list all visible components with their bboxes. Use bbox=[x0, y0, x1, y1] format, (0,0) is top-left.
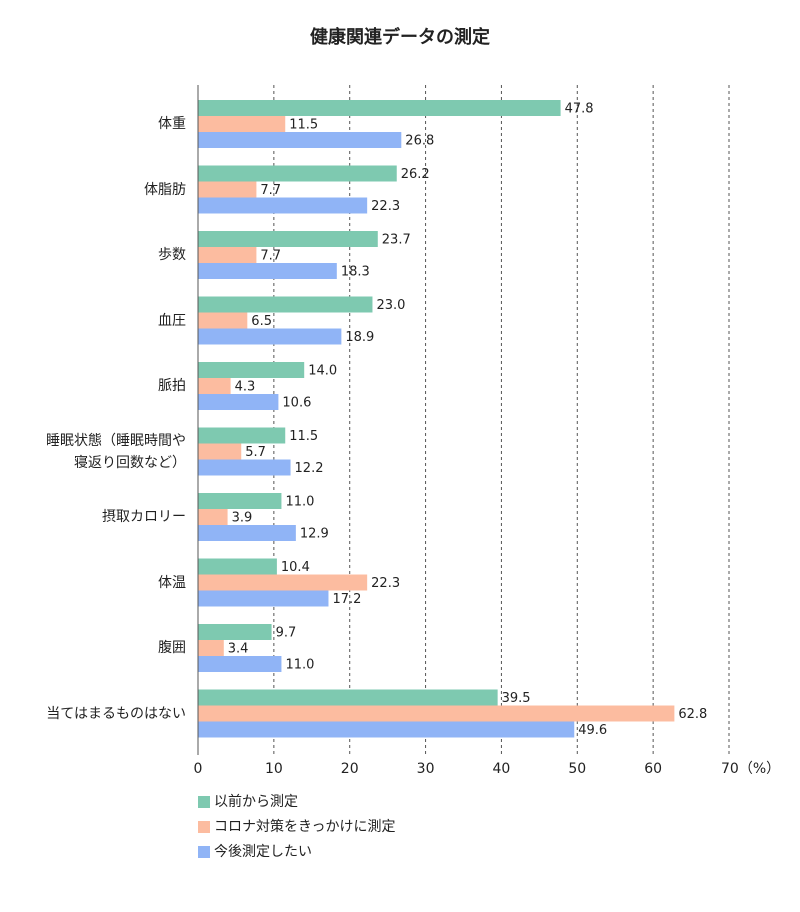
data-label: 23.0 bbox=[376, 298, 405, 313]
x-tick-label: 10 bbox=[265, 761, 283, 777]
data-label: 12.2 bbox=[295, 461, 324, 476]
data-label: 5.7 bbox=[245, 445, 266, 460]
bar bbox=[198, 247, 257, 263]
legend-label: 以前から測定 bbox=[214, 793, 298, 810]
data-label: 11.0 bbox=[285, 495, 314, 510]
bar bbox=[198, 459, 291, 476]
y-tick-label: 体脂肪 bbox=[144, 181, 186, 198]
y-tick-label: 睡眠状態（睡眠時間や 寝返り回数など） bbox=[46, 432, 186, 471]
bar bbox=[198, 493, 282, 509]
data-label: 7.7 bbox=[260, 183, 281, 198]
y-tick-label: 血圧 bbox=[158, 312, 186, 329]
x-tick-label: 70（%） bbox=[721, 761, 780, 777]
data-label: 11.0 bbox=[285, 658, 314, 673]
bar bbox=[198, 427, 286, 444]
bar bbox=[198, 181, 257, 198]
data-label: 39.5 bbox=[502, 691, 531, 706]
data-label: 18.3 bbox=[341, 265, 370, 280]
data-label: 62.8 bbox=[678, 707, 707, 722]
bar bbox=[198, 328, 342, 345]
y-tick-label: 脈拍 bbox=[158, 378, 186, 394]
data-label: 26.2 bbox=[401, 167, 430, 182]
bar bbox=[198, 689, 498, 706]
y-tick-label: 体重 bbox=[158, 116, 186, 132]
bar bbox=[198, 378, 231, 394]
x-tick-label: 50 bbox=[568, 761, 586, 777]
y-tick-label: 歩数 bbox=[158, 247, 186, 263]
data-label: 17.2 bbox=[332, 592, 361, 607]
bar bbox=[198, 197, 368, 214]
y-tick-label: 摂取カロリー bbox=[102, 509, 186, 525]
data-label: 4.3 bbox=[235, 380, 256, 395]
data-label: 10.4 bbox=[281, 560, 310, 575]
data-label: 10.6 bbox=[282, 396, 311, 411]
data-label: 18.9 bbox=[345, 330, 374, 345]
bar bbox=[198, 116, 286, 132]
x-tick-label: 40 bbox=[493, 761, 511, 777]
data-label: 6.5 bbox=[251, 314, 272, 329]
legend-swatch bbox=[198, 821, 210, 833]
bar bbox=[198, 574, 368, 591]
x-tick-label: 60 bbox=[644, 761, 662, 777]
bar bbox=[198, 231, 378, 247]
legend-label: 今後測定したい bbox=[214, 844, 312, 860]
x-tick-label: 30 bbox=[417, 761, 435, 777]
data-label: 3.4 bbox=[228, 642, 249, 657]
data-label: 49.6 bbox=[578, 723, 607, 738]
bar bbox=[198, 525, 296, 541]
data-label: 47.8 bbox=[565, 102, 594, 117]
bar bbox=[198, 263, 337, 279]
bar bbox=[198, 394, 279, 410]
bar bbox=[198, 558, 277, 575]
bar bbox=[198, 443, 242, 460]
data-label: 11.5 bbox=[289, 429, 318, 444]
data-label: 3.9 bbox=[232, 511, 253, 526]
bar bbox=[198, 132, 402, 148]
data-label: 26.8 bbox=[405, 134, 434, 149]
legend-swatch bbox=[198, 796, 210, 808]
x-tick-label: 0 bbox=[194, 761, 203, 777]
legend-label: コロナ対策をきっかけに測定 bbox=[214, 818, 395, 835]
bar bbox=[198, 656, 282, 672]
bar bbox=[198, 624, 272, 640]
bar bbox=[198, 100, 561, 116]
bar bbox=[198, 705, 675, 722]
chart-title: 健康関連データの測定 bbox=[310, 26, 490, 48]
bar bbox=[198, 312, 248, 329]
data-label: 23.7 bbox=[382, 233, 411, 248]
bar bbox=[198, 640, 224, 656]
y-tick-label: 当てはまるものはない bbox=[46, 705, 186, 722]
x-tick-label: 20 bbox=[341, 761, 359, 777]
data-label: 9.7 bbox=[276, 626, 297, 641]
data-label: 7.7 bbox=[260, 249, 281, 264]
y-tick-label: 体温 bbox=[158, 574, 186, 591]
legend-swatch bbox=[198, 846, 210, 858]
bar bbox=[198, 590, 329, 607]
bar bbox=[198, 362, 305, 378]
data-label: 14.0 bbox=[308, 364, 337, 379]
data-label: 22.3 bbox=[371, 199, 400, 214]
bar bbox=[198, 296, 373, 313]
bar bbox=[198, 509, 228, 525]
bar bbox=[198, 721, 575, 738]
y-tick-label: 腹囲 bbox=[158, 640, 186, 656]
bar bbox=[198, 165, 397, 182]
data-label: 22.3 bbox=[371, 576, 400, 591]
data-label: 11.5 bbox=[289, 118, 318, 133]
data-label: 12.9 bbox=[300, 527, 329, 542]
